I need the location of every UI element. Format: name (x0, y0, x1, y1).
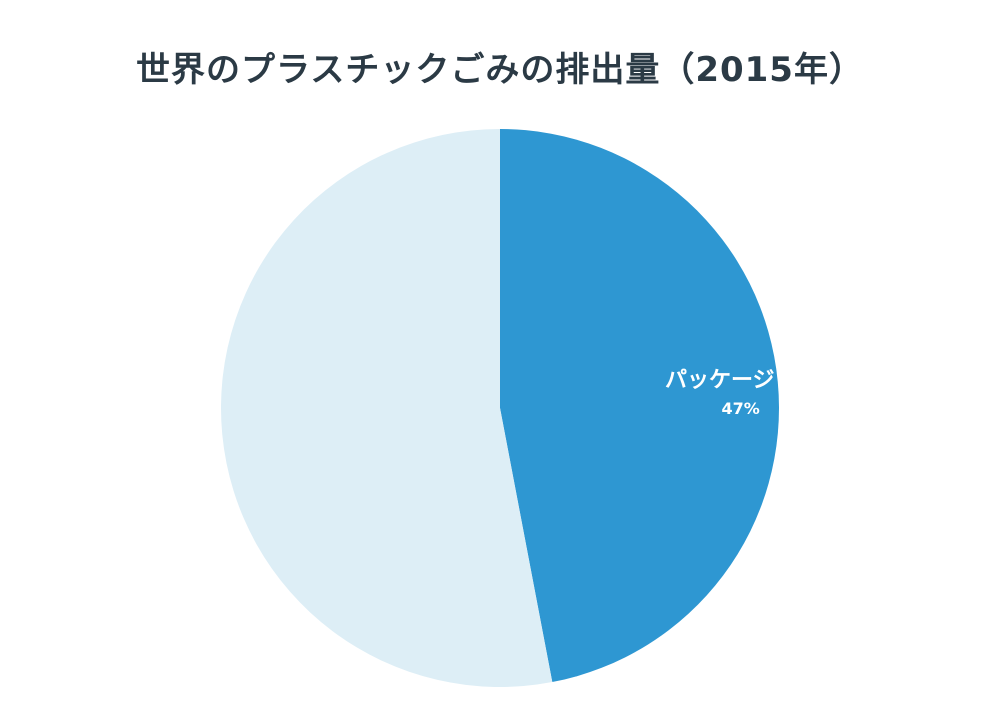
pie-slice-label: パッケージ (665, 368, 775, 393)
pie-slices (221, 129, 780, 687)
pie-slice-2 (221, 129, 553, 687)
chart-title: 世界のプラスチックごみの排出量（2015年） (136, 50, 864, 90)
pie-labels: パッケージ 47% (665, 368, 775, 418)
pie-slice-1 (500, 129, 780, 683)
pie-slice-value: 47% (721, 399, 759, 418)
